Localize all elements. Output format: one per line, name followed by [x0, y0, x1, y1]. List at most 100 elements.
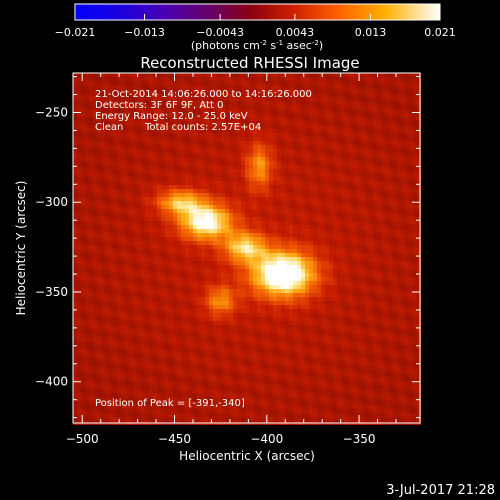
heatmap-cell [101, 205, 105, 209]
heatmap-cell [397, 293, 401, 297]
heatmap-cell [137, 189, 141, 193]
heatmap-cell [177, 157, 181, 161]
heatmap-cell [365, 245, 369, 249]
heatmap-cell [225, 105, 229, 109]
heatmap-cell [241, 169, 245, 173]
heatmap-cell [365, 249, 369, 253]
heatmap-cell [133, 285, 137, 289]
heatmap-cell [173, 237, 177, 241]
heatmap-cell [237, 281, 241, 285]
heatmap-cell [97, 201, 101, 205]
heatmap-cell [413, 209, 417, 213]
heatmap-cell [353, 113, 357, 117]
heatmap-cell [81, 241, 85, 245]
heatmap-cell [197, 129, 201, 133]
heatmap-cell [305, 193, 309, 197]
heatmap-cell [269, 225, 273, 229]
heatmap-cell [393, 141, 397, 145]
heatmap-cell [397, 85, 401, 89]
heatmap-cell [297, 269, 301, 273]
heatmap-cell [205, 185, 209, 189]
heatmap-cell [381, 185, 385, 189]
heatmap-cell [265, 189, 269, 193]
heatmap-cell [237, 277, 241, 281]
heatmap-cell [181, 161, 185, 165]
heatmap-cell [241, 93, 245, 97]
heatmap-cell [77, 273, 81, 277]
heatmap-cell [249, 253, 253, 257]
heatmap-cell [317, 77, 321, 81]
heatmap-cell [241, 161, 245, 165]
heatmap-cell [233, 85, 237, 89]
heatmap-cell [89, 133, 93, 137]
heatmap-cell [113, 85, 117, 89]
heatmap-cell [177, 161, 181, 165]
heatmap-cell [105, 149, 109, 153]
heatmap-cell [193, 237, 197, 241]
heatmap-cell [185, 201, 189, 205]
heatmap-cell [181, 241, 185, 245]
heatmap-cell [357, 137, 361, 141]
heatmap-cell [93, 229, 97, 233]
heatmap-cell [209, 265, 213, 269]
heatmap-cell [405, 245, 409, 249]
heatmap-cell [189, 221, 193, 225]
heatmap-cell [185, 261, 189, 265]
heatmap-cell [393, 277, 397, 281]
heatmap-cell [337, 245, 341, 249]
heatmap-cell [389, 197, 393, 201]
heatmap-cell [397, 209, 401, 213]
heatmap-cell [201, 145, 205, 149]
heatmap-cell [93, 77, 97, 81]
heatmap-cell [353, 281, 357, 285]
colorbar-ticks [74, 14, 441, 20]
heatmap-cell [85, 229, 89, 233]
heatmap-cell [337, 201, 341, 205]
heatmap-cell [417, 209, 421, 213]
heatmap-cell [281, 265, 285, 269]
heatmap-cell [285, 73, 289, 77]
heatmap-cell [289, 245, 293, 249]
heatmap-cell [277, 73, 281, 77]
heatmap-cell [89, 285, 93, 289]
heatmap-cell [381, 273, 385, 277]
heatmap-cell [249, 177, 253, 181]
heatmap-cell [249, 145, 253, 149]
heatmap-cell [401, 117, 405, 121]
heatmap-cell [369, 205, 373, 209]
heatmap-cell [101, 273, 105, 277]
heatmap-cell [373, 245, 377, 249]
heatmap-cell [373, 293, 377, 297]
heatmap-cell [89, 253, 93, 257]
heatmap-cell [77, 197, 81, 201]
heatmap-cell [301, 85, 305, 89]
heatmap-cell [217, 197, 221, 201]
heatmap-cell [101, 297, 105, 301]
heatmap-cell [281, 297, 285, 301]
heatmap-cell [153, 149, 157, 153]
heatmap-cell [405, 249, 409, 253]
heatmap-cell [329, 149, 333, 153]
heatmap-cell [81, 229, 85, 233]
heatmap-cell [269, 209, 273, 213]
heatmap-cell [385, 281, 389, 285]
heatmap-cell [113, 213, 117, 217]
heatmap-cell [189, 73, 193, 77]
heatmap-cell [169, 241, 173, 245]
heatmap-cell [401, 145, 405, 149]
heatmap-cell [329, 77, 333, 81]
heatmap-cell [397, 261, 401, 265]
heatmap-cell [289, 109, 293, 113]
heatmap-cell [89, 137, 93, 141]
heatmap-cell [281, 281, 285, 285]
heatmap-cell [349, 173, 353, 177]
heatmap-cell [269, 285, 273, 289]
heatmap-cell [129, 245, 133, 249]
heatmap-cell [157, 265, 161, 269]
heatmap-cell [373, 201, 377, 205]
heatmap-cell [89, 289, 93, 293]
heatmap-cell [165, 265, 169, 269]
heatmap-cell [277, 209, 281, 213]
heatmap-cell [321, 257, 325, 261]
heatmap-cell [345, 117, 349, 121]
